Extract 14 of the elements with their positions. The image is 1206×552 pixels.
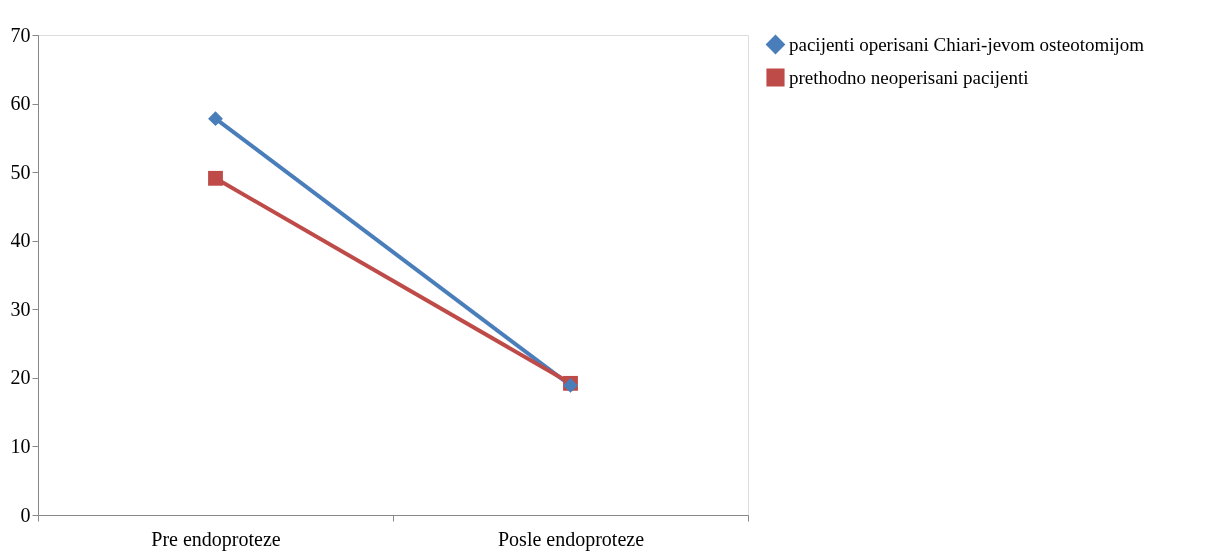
x-tick-label: Posle endoproteze [497, 527, 645, 551]
y-tick-label: 40 [10, 229, 31, 252]
x-tick-label: Pre endoproteze [151, 527, 281, 551]
y-tick-label: 0 [20, 503, 31, 526]
point [208, 111, 223, 127]
y-tick-label: 10 [10, 434, 31, 457]
legend-label: pacijenti operisani Chiari-jevom osteotomijom [789, 33, 1145, 55]
legend-label: prethodno neoperisani pacijenti [789, 66, 1029, 88]
y-tick-label: 20 [10, 366, 31, 389]
y-tick-label: 60 [10, 92, 31, 115]
y-tick-label: 70 [10, 23, 31, 46]
point [208, 170, 223, 186]
y-tick-label: 30 [10, 297, 31, 320]
y-tick-label: 50 [10, 160, 31, 183]
